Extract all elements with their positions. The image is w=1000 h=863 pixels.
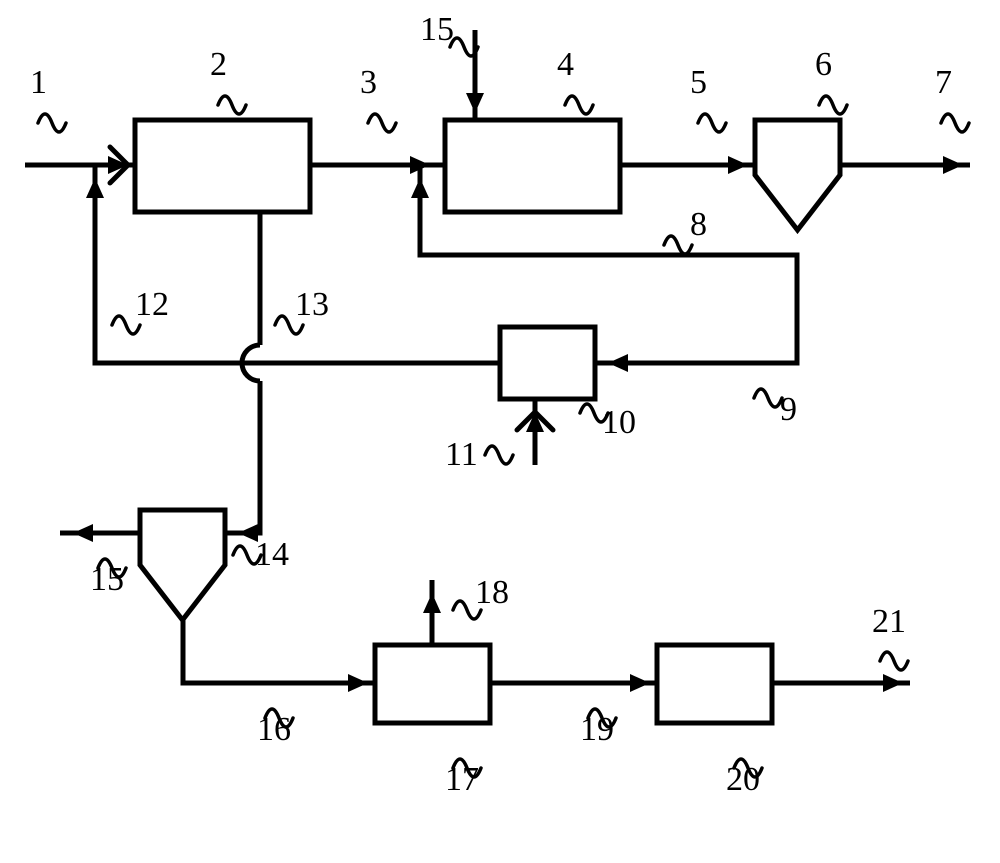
arrowhead — [86, 178, 104, 198]
ref-label-13: 13 — [295, 286, 329, 323]
process-box-b17 — [375, 645, 490, 723]
label-leader — [368, 114, 396, 132]
label-leader — [819, 96, 847, 114]
ref-label-19: 19 — [580, 711, 614, 748]
process-box-b4 — [445, 120, 620, 212]
ref-label-14: 14 — [255, 536, 289, 573]
process-box-b2 — [135, 120, 310, 212]
label-leader — [38, 114, 66, 132]
arrowhead — [348, 674, 368, 692]
ref-label-11: 11 — [445, 436, 478, 473]
process-flow-diagram: 12345678910111213141515161718192021 — [0, 0, 1000, 863]
ref-label-4: 4 — [557, 46, 574, 83]
process-box-b10 — [500, 327, 595, 399]
arrowhead — [883, 674, 903, 692]
ref-label-5: 5 — [690, 64, 707, 101]
flow-line-l9 — [595, 275, 797, 363]
flow-line-l8 — [420, 165, 797, 275]
ref-label-2: 2 — [210, 46, 227, 83]
flow-line-l16 — [183, 620, 375, 683]
label-leader — [485, 446, 513, 464]
arrowhead — [630, 674, 650, 692]
arrowhead — [423, 593, 441, 613]
ref-label-15: 15 — [90, 561, 124, 598]
ref-label-16: 16 — [257, 711, 291, 748]
label-leader — [698, 114, 726, 132]
ref-label-8: 8 — [690, 206, 707, 243]
separator-b14 — [140, 510, 225, 620]
ref-label-18: 18 — [475, 574, 509, 611]
arrowhead — [466, 93, 484, 113]
ref-label-12: 12 — [135, 286, 169, 323]
label-leader — [664, 236, 692, 254]
process-box-b20 — [657, 645, 772, 723]
ref-label-15: 15 — [420, 11, 454, 48]
ref-label-20: 20 — [726, 761, 760, 798]
ref-label-9: 9 — [780, 391, 797, 428]
label-leader — [941, 114, 969, 132]
arrowhead — [73, 524, 93, 542]
label-leader — [565, 96, 593, 114]
ref-label-10: 10 — [602, 404, 636, 441]
ref-label-6: 6 — [815, 46, 832, 83]
ref-label-1: 1 — [30, 64, 47, 101]
label-leader — [218, 96, 246, 114]
ref-label-3: 3 — [360, 64, 377, 101]
ref-label-17: 17 — [445, 761, 479, 798]
arrowhead — [608, 354, 628, 372]
label-leader — [880, 652, 908, 670]
arrowhead — [411, 178, 429, 198]
ref-label-21: 21 — [872, 603, 906, 640]
flow-line-l13-b — [225, 381, 260, 533]
arrowhead — [943, 156, 963, 174]
label-leader — [754, 389, 782, 407]
ref-label-7: 7 — [935, 64, 952, 101]
arrowhead — [728, 156, 748, 174]
separator-b6 — [755, 120, 840, 230]
